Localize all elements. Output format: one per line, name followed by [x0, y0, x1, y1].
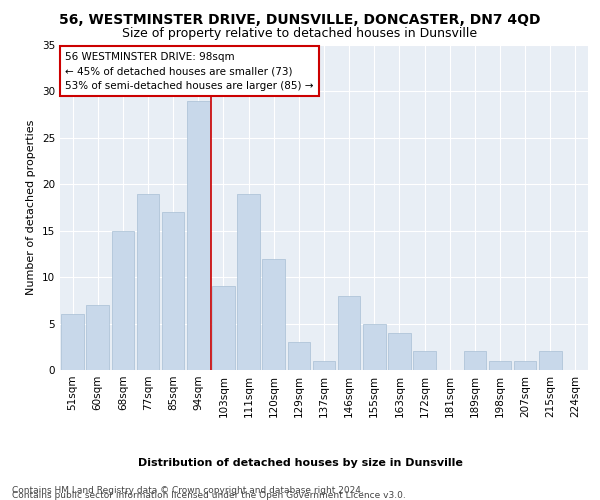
Text: Size of property relative to detached houses in Dunsville: Size of property relative to detached ho… [122, 28, 478, 40]
Text: Contains public sector information licensed under the Open Government Licence v3: Contains public sector information licen… [12, 490, 406, 500]
Y-axis label: Number of detached properties: Number of detached properties [26, 120, 37, 295]
Bar [237, 194, 260, 370]
Text: Contains HM Land Registry data © Crown copyright and database right 2024.: Contains HM Land Registry data © Crown c… [12, 486, 364, 495]
Bar [187, 100, 209, 370]
Bar [488, 360, 511, 370]
Bar [388, 333, 411, 370]
Bar [112, 230, 134, 370]
Bar [363, 324, 386, 370]
Bar [61, 314, 84, 370]
Text: 56, WESTMINSTER DRIVE, DUNSVILLE, DONCASTER, DN7 4QD: 56, WESTMINSTER DRIVE, DUNSVILLE, DONCAS… [59, 12, 541, 26]
Bar [162, 212, 184, 370]
Bar [212, 286, 235, 370]
Text: Distribution of detached houses by size in Dunsville: Distribution of detached houses by size … [137, 458, 463, 468]
Bar [413, 352, 436, 370]
Text: 56 WESTMINSTER DRIVE: 98sqm
← 45% of detached houses are smaller (73)
53% of sem: 56 WESTMINSTER DRIVE: 98sqm ← 45% of det… [65, 52, 314, 91]
Bar [514, 360, 536, 370]
Bar [313, 360, 335, 370]
Bar [338, 296, 361, 370]
Bar [464, 352, 486, 370]
Bar [86, 305, 109, 370]
Bar [539, 352, 562, 370]
Bar [137, 194, 160, 370]
Bar [262, 258, 285, 370]
Bar [287, 342, 310, 370]
